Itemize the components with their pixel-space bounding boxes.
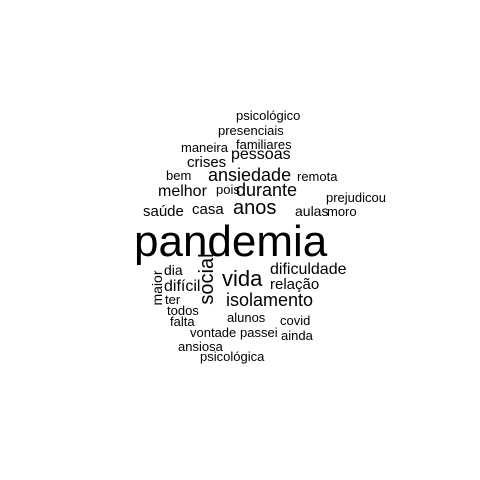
word-anos: anos <box>233 197 277 219</box>
word-durante: durante <box>236 180 298 200</box>
word-bem: bem <box>166 168 192 183</box>
word-isolamento: isolamento <box>226 290 314 310</box>
word-maior: maior <box>149 270 165 306</box>
word-moro: moro <box>327 204 357 219</box>
word-casa: casa <box>192 201 224 218</box>
word-prejudicou: prejudicou <box>326 190 386 205</box>
word-presenciais: presenciais <box>218 123 284 138</box>
word-alunos: alunos <box>227 310 266 325</box>
word-ainda: ainda <box>281 328 313 343</box>
word-psicologico: psicológico <box>236 108 301 123</box>
word-relacao: relação <box>270 276 320 293</box>
word-remota: remota <box>297 169 338 184</box>
word-melhor: melhor <box>158 183 207 200</box>
word-ansiosa: ansiosa <box>178 339 223 354</box>
word-todos: todos <box>167 303 199 318</box>
word-maneira: maneira <box>181 140 228 155</box>
word-vida: vida <box>222 266 263 291</box>
word-falta: falta <box>170 314 195 329</box>
word-familiares: familiares <box>236 137 292 152</box>
word-crises: crises <box>187 154 227 171</box>
word-vontade: vontade <box>190 325 237 340</box>
word-ter: ter <box>165 292 181 307</box>
word-dificuldade: dificuldade <box>270 261 347 278</box>
word-pessoas: pessoas <box>231 146 291 163</box>
word-pois: aulas <box>295 203 329 219</box>
word-covid: covid <box>280 313 311 328</box>
word-pandemia: pandemia <box>134 217 328 266</box>
word-ansiedade: ansiedade <box>208 165 292 185</box>
word-social: social <box>196 253 218 305</box>
word-psicologica: psicológica <box>200 349 265 364</box>
word-passei: passei <box>240 325 278 340</box>
word-saude: saúde <box>143 203 184 220</box>
word-dia: pois <box>216 182 240 197</box>
word-aulas: dia <box>164 262 183 278</box>
word-dificil: difícil <box>164 278 201 295</box>
